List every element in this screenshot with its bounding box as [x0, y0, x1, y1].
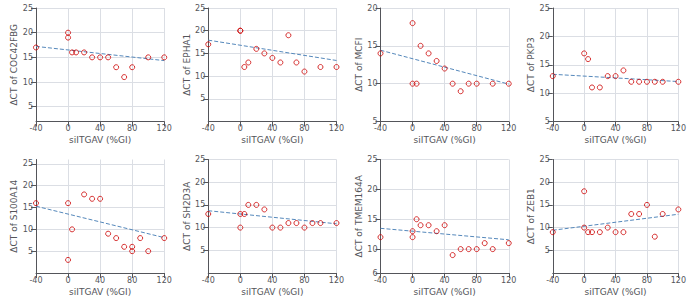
svg-text:5: 5 [544, 117, 550, 126]
svg-text:15: 15 [540, 200, 550, 209]
svg-text:80: 80 [127, 276, 137, 285]
svg-text:ΔCT of S100A14: ΔCT of S100A14 [9, 180, 19, 253]
svg-text:15: 15 [367, 41, 377, 50]
svg-text:80: 80 [642, 276, 652, 285]
svg-text:15: 15 [23, 53, 33, 62]
svg-text:40: 40 [95, 276, 105, 285]
svg-text:0: 0 [66, 124, 71, 133]
svg-text:10: 10 [540, 223, 550, 232]
svg-text:10: 10 [195, 223, 205, 232]
svg-text:5: 5 [28, 247, 33, 256]
svg-text:-40: -40 [374, 276, 387, 285]
svg-text:0: 0 [410, 124, 415, 133]
svg-text:ΔCT of COC42FBG: ΔCT of COC42FBG [9, 24, 19, 106]
svg-text:80: 80 [127, 124, 137, 133]
svg-text:40: 40 [267, 124, 277, 133]
svg-text:20: 20 [540, 32, 550, 41]
svg-text:40: 40 [95, 124, 105, 133]
svg-text:15: 15 [23, 203, 33, 212]
svg-text:10: 10 [23, 225, 33, 234]
svg-text:120: 120 [671, 124, 686, 133]
svg-text:5: 5 [545, 246, 550, 255]
svg-text:25: 25 [195, 155, 205, 164]
svg-text:15: 15 [367, 215, 377, 224]
svg-text:siITGAV (%GI): siITGAV (%GI) [241, 135, 303, 145]
svg-text:20: 20 [23, 181, 33, 190]
svg-text:0: 0 [66, 276, 71, 285]
svg-text:5: 5 [372, 117, 378, 126]
svg-text:80: 80 [642, 124, 652, 133]
svg-text:40: 40 [440, 124, 450, 133]
svg-text:40: 40 [440, 276, 450, 285]
svg-text:15: 15 [195, 49, 205, 58]
svg-text:20: 20 [195, 178, 205, 187]
svg-text:0: 0 [238, 276, 243, 285]
svg-text:40: 40 [267, 276, 277, 285]
svg-text:120: 120 [329, 124, 344, 133]
svg-text:15: 15 [540, 60, 550, 69]
svg-text:0: 0 [582, 276, 587, 285]
svg-text:ΔCT of PKP3: ΔCT of PKP3 [526, 37, 536, 92]
svg-text:ΔCT of TMEM164A: ΔCT of TMEM164A [354, 174, 364, 257]
svg-text:40: 40 [610, 124, 620, 133]
svg-text:-40: -40 [29, 276, 42, 285]
svg-text:120: 120 [501, 124, 516, 133]
svg-text:120: 120 [157, 276, 172, 285]
svg-text:10: 10 [195, 72, 205, 81]
svg-text:5: 5 [200, 94, 205, 103]
svg-text:siITGAV (%GI): siITGAV (%GI) [584, 135, 646, 145]
svg-text:siITGAV (%GI): siITGAV (%GI) [414, 287, 476, 297]
svg-text:-40: -40 [546, 124, 559, 133]
svg-text:0: 0 [582, 124, 587, 133]
svg-text:5: 5 [28, 102, 33, 111]
svg-text:ΔCT of SH2D3A: ΔCT of SH2D3A [182, 181, 192, 251]
svg-text:6: 6 [372, 268, 378, 278]
svg-text:20: 20 [540, 178, 550, 187]
svg-text:25: 25 [195, 4, 205, 13]
svg-text:siITGAV (%GI): siITGAV (%GI) [69, 287, 131, 297]
svg-text:-40: -40 [546, 276, 559, 285]
svg-text:20: 20 [367, 4, 377, 13]
svg-text:20: 20 [195, 26, 205, 35]
svg-text:25: 25 [23, 4, 33, 13]
svg-text:80: 80 [299, 124, 309, 133]
svg-text:-40: -40 [202, 276, 215, 285]
svg-text:25: 25 [540, 4, 550, 13]
svg-text:120: 120 [671, 276, 686, 285]
svg-text:ΔCT of MCFI: ΔCT of MCFI [354, 38, 364, 92]
svg-text:40: 40 [610, 276, 620, 285]
svg-text:120: 120 [157, 124, 172, 133]
svg-text:siITGAV (%GI): siITGAV (%GI) [414, 135, 476, 145]
svg-text:25: 25 [367, 155, 377, 164]
svg-text:80: 80 [472, 124, 482, 133]
svg-text:-40: -40 [374, 124, 387, 133]
svg-text:0: 0 [410, 276, 415, 285]
svg-text:10: 10 [367, 79, 377, 88]
svg-text:25: 25 [23, 159, 33, 168]
svg-text:120: 120 [329, 276, 344, 285]
svg-text:20: 20 [23, 28, 33, 37]
svg-text:ΔCT of EPHA1: ΔCT of EPHA1 [182, 34, 192, 96]
svg-text:80: 80 [299, 276, 309, 285]
svg-text:15: 15 [195, 200, 205, 209]
svg-text:10: 10 [367, 245, 377, 254]
svg-text:0: 0 [238, 124, 243, 133]
svg-text:25: 25 [540, 155, 550, 164]
svg-text:ΔCT of ZEB1: ΔCT of ZEB1 [526, 188, 536, 244]
svg-text:-40: -40 [202, 124, 215, 133]
svg-text:80: 80 [472, 276, 482, 285]
svg-text:120: 120 [501, 276, 516, 285]
svg-text:siITGAV (%GI): siITGAV (%GI) [241, 287, 303, 297]
svg-text:5: 5 [200, 246, 205, 255]
svg-text:siITGAV (%GI): siITGAV (%GI) [584, 287, 646, 297]
svg-text:-40: -40 [29, 124, 42, 133]
svg-text:siITGAV (%GI): siITGAV (%GI) [69, 135, 131, 145]
svg-text:10: 10 [23, 78, 33, 87]
svg-text:20: 20 [367, 185, 377, 194]
svg-text:10: 10 [540, 89, 550, 98]
